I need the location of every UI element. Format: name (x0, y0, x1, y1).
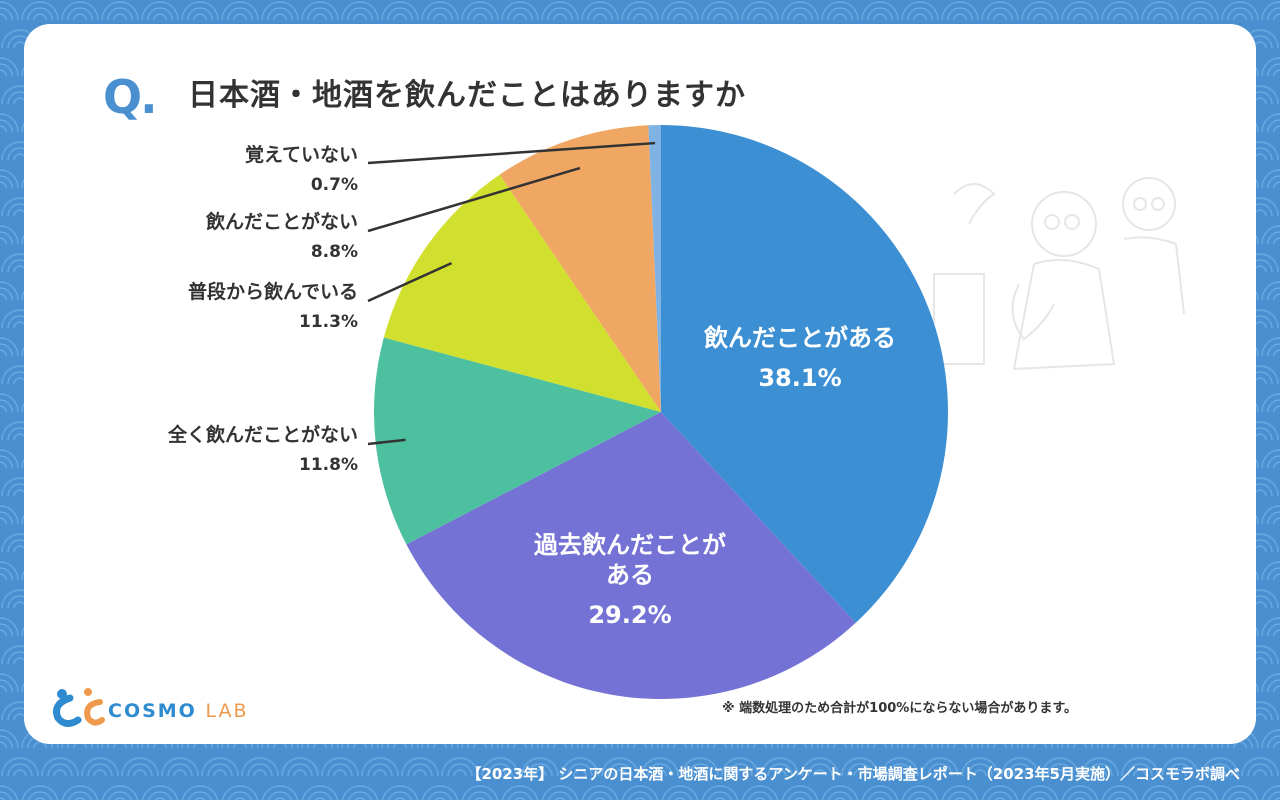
pie-slice (661, 125, 949, 623)
slice-label: 普段から飲んでいる (187, 281, 358, 303)
elderly-couple-illustration (933, 177, 1185, 371)
label-nondakoto-aru: 飲んだことがある 38.1% (680, 322, 920, 394)
leader-line (367, 166, 581, 233)
slice-value: 0.7% (310, 175, 358, 195)
chart-title: 日本酒・地酒を飲んだことはありますか (188, 78, 746, 113)
pie-slice (406, 412, 856, 699)
pie-slice (648, 125, 661, 412)
slice-label: 全く飲んだことがない (167, 424, 358, 446)
slice-label: 覚えていない (244, 144, 358, 166)
slice-label-line1: 過去飲んだことが (534, 531, 726, 559)
slice-label-line2: ある (606, 561, 654, 589)
label-nondakoto-nai: 飲んだことがない 8.8% (206, 207, 358, 267)
slice-value: 8.8% (310, 242, 358, 262)
pie-slice (374, 337, 661, 545)
label-kako: 過去飲んだことが ある 29.2% (510, 530, 750, 630)
logo-sub: LAB (205, 700, 249, 722)
slice-label: 飲んだことがある (704, 324, 896, 352)
slice-label: 飲んだことがない (205, 211, 358, 233)
pie-slice (383, 174, 661, 412)
label-mattaku: 全く飲んだことがない 11.8% (168, 420, 358, 480)
slice-value: 11.8% (299, 455, 358, 475)
leader-line (367, 261, 453, 303)
label-oboete-inai: 覚えていない 0.7% (245, 140, 358, 200)
slice-value: 38.1% (758, 364, 842, 392)
pie-slice (499, 125, 661, 412)
label-fudan-kara: 普段から飲んでいる 11.3% (188, 277, 358, 337)
leader-line (367, 141, 656, 165)
footnote: ※ 端数処理のため合計が100%にならない場合があります。 (722, 701, 1078, 716)
question-mark-label: Q. (103, 70, 158, 124)
logo-main: COSMO (108, 700, 197, 722)
slice-value: 11.3% (299, 312, 358, 332)
logo-wordmark: COSMO LAB (108, 700, 249, 722)
cosmo-lab-logo-icon (53, 688, 105, 727)
source-caption: 【2023年】 シニアの日本酒・地酒に関するアンケート・市場調査レポート（202… (466, 765, 1240, 783)
leader-line (367, 438, 406, 446)
slice-value: 29.2% (588, 601, 672, 629)
